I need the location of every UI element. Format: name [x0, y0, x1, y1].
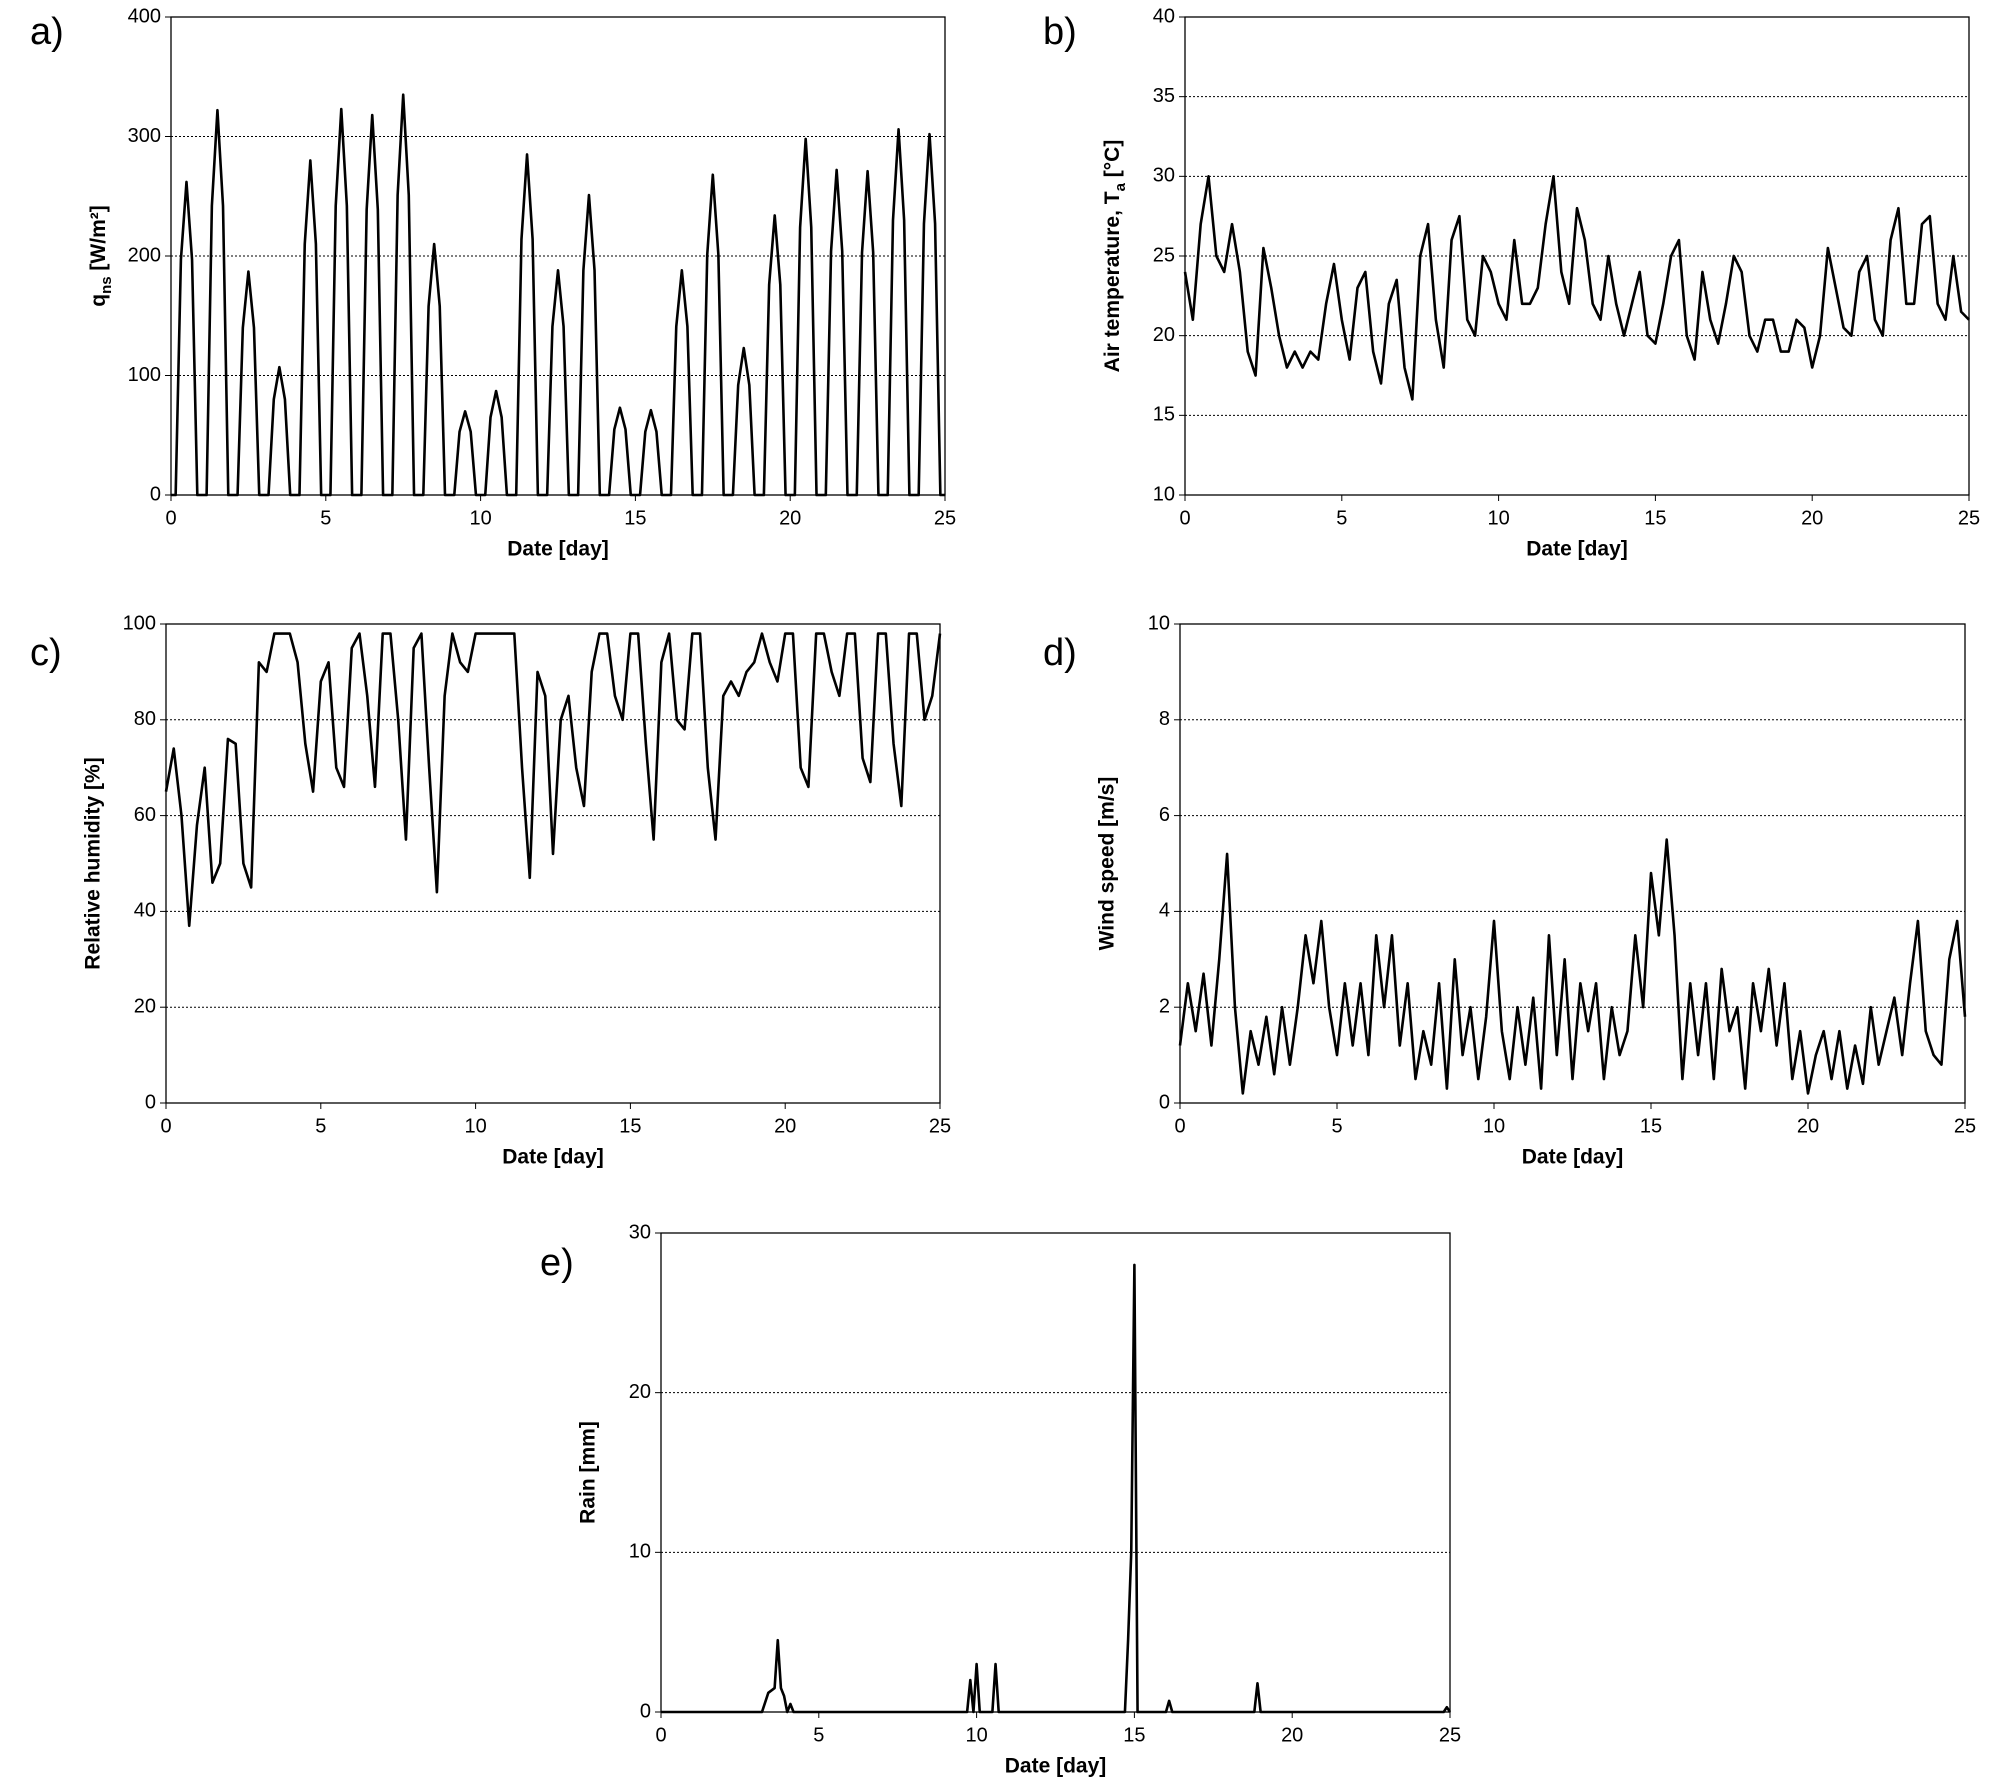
plot-frame: [165, 623, 941, 1104]
data-line: [1183, 175, 1970, 401]
x-tick-label: 10: [469, 507, 491, 529]
y-tick-label: 10: [629, 1541, 651, 1563]
x-tick-label: 0: [1179, 507, 1190, 529]
y-axis-label: qns [W/m²]: [87, 205, 116, 307]
x-tick-label: 25: [934, 507, 956, 529]
y-axis-label-part: [W/m²]: [87, 205, 110, 276]
x-tick-label: 15: [619, 1115, 641, 1137]
x-axis-label: Date [day]: [507, 538, 609, 561]
y-tick-label: 10: [1153, 483, 1175, 505]
x-tick-label: 5: [813, 1724, 824, 1746]
y-tick-label: 25: [1153, 244, 1175, 266]
y-axis-label: Air temperature, Ta [°C]: [1101, 140, 1130, 373]
y-tick-label: 30: [1153, 165, 1175, 187]
x-axis-label: Date [day]: [1522, 1146, 1624, 1169]
y-axis-label-part: ns: [98, 276, 115, 294]
x-axis-label: Date [day]: [502, 1146, 604, 1169]
y-tick-label: 15: [1153, 404, 1175, 426]
x-tick-label: 25: [1958, 507, 1980, 529]
plot-frame: [660, 1232, 1451, 1713]
x-tick-label: 5: [315, 1115, 326, 1137]
panel-label: a): [30, 11, 64, 53]
x-tick-label: 15: [1640, 1115, 1662, 1137]
x-tick-label: 15: [624, 507, 646, 529]
x-tick-label: 25: [929, 1115, 951, 1137]
y-tick-label: 20: [134, 995, 156, 1017]
y-axis-label-part: a: [1112, 182, 1129, 191]
y-tick-label: 0: [150, 483, 161, 505]
panel-label: e): [540, 1242, 574, 1284]
panel-label: b): [1043, 11, 1077, 53]
x-tick-label: 25: [1954, 1115, 1976, 1137]
x-tick-label: 10: [965, 1724, 987, 1746]
x-tick-label: 25: [1439, 1724, 1461, 1746]
x-tick-label: 5: [1331, 1115, 1342, 1137]
x-tick-label: 0: [165, 507, 176, 529]
x-tick-label: 15: [1644, 507, 1666, 529]
x-tick-label: 15: [1123, 1724, 1145, 1746]
data-line: [1178, 838, 1967, 1095]
panel-label: d): [1043, 632, 1077, 674]
x-tick-label: 20: [774, 1115, 796, 1137]
y-axis-label-part: Air temperature, T: [1101, 191, 1124, 372]
y-axis-label: Wind speed [m/s]: [1096, 777, 1119, 951]
x-tick-label: 20: [1801, 507, 1823, 529]
y-tick-label: 2: [1159, 995, 1170, 1017]
x-axis-label: Date [day]: [1005, 1755, 1107, 1778]
x-tick-label: 20: [779, 507, 801, 529]
y-tick-label: 0: [1159, 1091, 1170, 1113]
y-tick-label: 100: [123, 612, 156, 634]
data-line: [164, 632, 942, 928]
y-tick-label: 20: [1153, 324, 1175, 346]
y-tick-label: 10: [1148, 612, 1170, 634]
y-tick-label: 0: [145, 1091, 156, 1113]
x-tick-label: 10: [1487, 507, 1509, 529]
y-tick-label: 20: [629, 1381, 651, 1403]
plot-frame: [1184, 16, 1970, 496]
y-tick-label: 80: [134, 708, 156, 730]
y-tick-label: 400: [128, 5, 161, 27]
y-tick-label: 6: [1159, 804, 1170, 826]
y-tick-label: 300: [128, 125, 161, 147]
data-line: [171, 93, 945, 497]
y-tick-label: 0: [640, 1700, 651, 1722]
y-axis-label-part: q: [87, 294, 110, 307]
y-tick-label: 40: [1153, 5, 1175, 27]
x-tick-label: 10: [464, 1115, 486, 1137]
y-axis-label: Relative humidity [%]: [82, 757, 105, 969]
y-tick-label: 30: [629, 1221, 651, 1243]
x-tick-label: 0: [1174, 1115, 1185, 1137]
y-axis-label: Rain [mm]: [577, 1421, 600, 1524]
y-tick-label: 200: [128, 244, 161, 266]
x-tick-label: 10: [1483, 1115, 1505, 1137]
y-tick-label: 8: [1159, 708, 1170, 730]
y-tick-label: 4: [1159, 900, 1170, 922]
y-axis-label-part: [°C]: [1101, 140, 1124, 183]
x-tick-label: 0: [160, 1115, 171, 1137]
plot-frame: [170, 16, 946, 496]
panel-label: c): [30, 632, 62, 674]
x-tick-label: 5: [320, 507, 331, 529]
x-tick-label: 20: [1797, 1115, 1819, 1137]
x-tick-label: 20: [1281, 1724, 1303, 1746]
x-tick-label: 5: [1336, 507, 1347, 529]
x-axis-label: Date [day]: [1526, 538, 1628, 561]
y-tick-label: 60: [134, 804, 156, 826]
data-line: [661, 1263, 1452, 1714]
y-tick-label: 35: [1153, 85, 1175, 107]
x-tick-label: 0: [655, 1724, 666, 1746]
y-tick-label: 100: [128, 364, 161, 386]
y-tick-label: 40: [134, 900, 156, 922]
plot-frame: [1179, 623, 1966, 1104]
